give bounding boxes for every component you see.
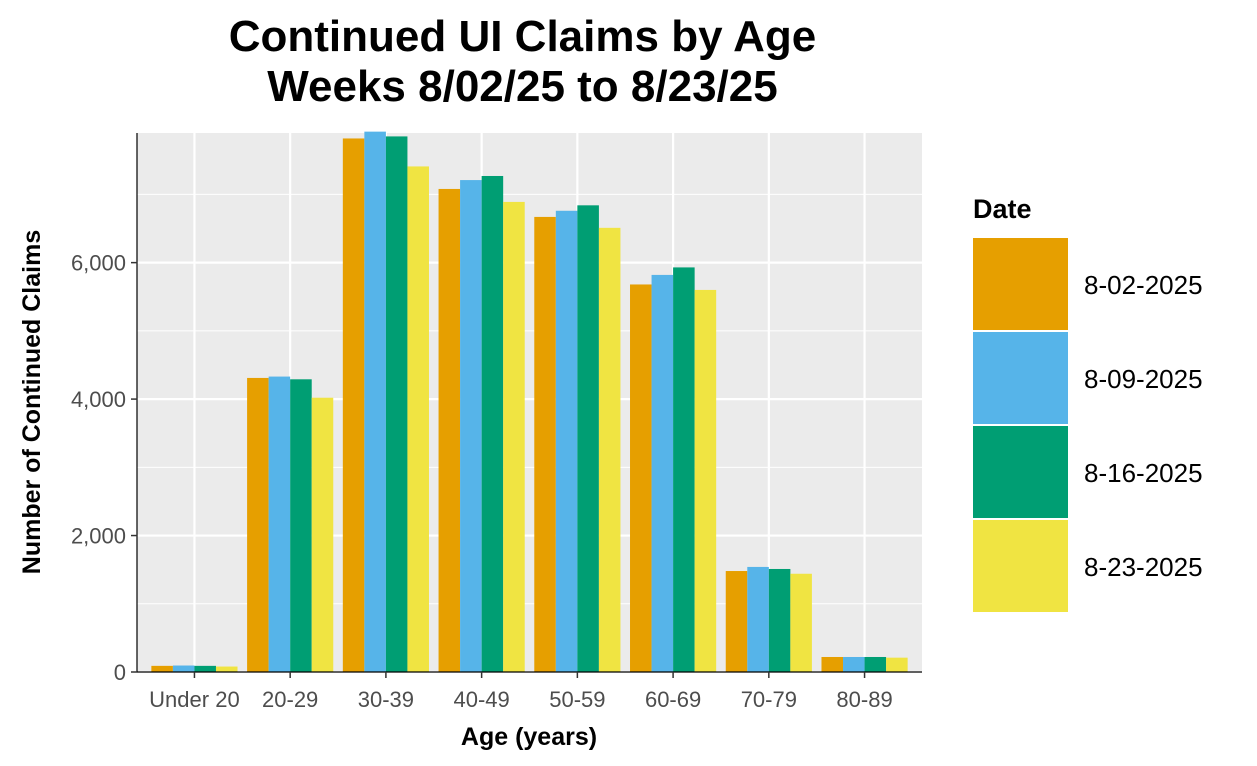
chart-title: Continued UI Claims by Age Weeks 8/02/25…: [0, 12, 1045, 112]
bar-8-02-2025-30-39: [342, 138, 365, 672]
bar-8-23-2025-under-20: [215, 666, 238, 672]
bar-8-02-2025-20-29: [247, 377, 269, 672]
x-tick-label: 40-49: [453, 687, 509, 712]
bar-8-16-2025-70-79: [768, 568, 791, 672]
legend-label-8-02-2025: 8-02-2025: [1084, 270, 1203, 300]
bar-8-09-2025-70-79: [747, 566, 769, 672]
legend-label-8-16-2025: 8-16-2025: [1084, 458, 1203, 488]
bar-8-02-2025-60-69: [630, 284, 652, 672]
x-tick-label: 30-39: [358, 687, 414, 712]
bar-8-16-2025-60-69: [673, 267, 695, 672]
bar-8-16-2025-under-20: [194, 665, 216, 672]
bar-8-16-2025-50-59: [577, 205, 599, 672]
legend-key-8-02-2025: [973, 238, 1068, 330]
legend-label-8-23-2025: 8-23-2025: [1084, 552, 1203, 582]
chart-title-line-1: Continued UI Claims by Age: [228, 12, 817, 61]
x-tick-label: 50-59: [549, 687, 605, 712]
bar-8-02-2025-50-59: [534, 216, 556, 672]
bar-8-16-2025-30-39: [385, 136, 408, 673]
bar-8-09-2025-60-69: [651, 274, 674, 672]
legend-label-8-09-2025: 8-09-2025: [1084, 364, 1203, 394]
bar-8-23-2025-20-29: [311, 397, 334, 672]
bar-8-09-2025-50-59: [555, 210, 578, 673]
bar-8-02-2025-80-89: [821, 656, 844, 672]
bar-8-23-2025-40-49: [503, 201, 525, 672]
bar-8-09-2025-20-29: [268, 376, 291, 672]
x-tick-label: 80-89: [836, 687, 892, 712]
legend-key-8-23-2025: [973, 520, 1068, 612]
bar-8-09-2025-80-89: [843, 656, 865, 672]
bar-8-02-2025-under-20: [151, 665, 173, 672]
bar-8-02-2025-70-79: [725, 571, 748, 672]
bar-8-02-2025-40-49: [438, 188, 461, 672]
x-tick-label: 70-79: [741, 687, 797, 712]
legend-key-8-16-2025: [973, 426, 1068, 518]
legend: Date 8-02-2025 8-09-2025 8-16-2025 8-23-202…: [973, 194, 1203, 612]
y-tick-label: 2,000: [71, 524, 126, 549]
bar-8-09-2025-40-49: [460, 180, 482, 672]
bar-8-16-2025-20-29: [290, 379, 312, 672]
bar-8-23-2025-60-69: [694, 289, 717, 672]
bar-8-16-2025-40-49: [481, 175, 504, 672]
x-tick-label: 20-29: [262, 687, 318, 712]
bar-8-23-2025-50-59: [598, 227, 621, 672]
x-axis-title: Age (years): [461, 723, 597, 751]
legend-key-8-09-2025: [973, 332, 1068, 424]
bar-8-09-2025-under-20: [172, 665, 195, 672]
bar-8-23-2025-30-39: [407, 166, 429, 672]
x-tick-label: 60-69: [645, 687, 701, 712]
legend-title: Date: [973, 194, 1032, 224]
chart-title-line-2: Weeks 8/02/25 to 8/23/25: [267, 62, 778, 111]
axes: 0 2,000 4,000 6,000 Under 20 20-29 30-39 40-49 5…: [71, 133, 922, 712]
bar-8-16-2025-80-89: [864, 656, 887, 672]
y-axis-title: Number of Continued Claims: [18, 230, 46, 574]
bar-8-09-2025-30-39: [364, 131, 386, 672]
y-tick-label: 4,000: [71, 387, 126, 412]
y-tick-label: 6,000: [71, 251, 126, 276]
bar-8-23-2025-80-89: [886, 657, 908, 672]
bar-8-23-2025-70-79: [790, 573, 812, 672]
y-tick-label: 0: [114, 660, 126, 685]
bars: [151, 131, 908, 673]
x-tick-label: Under 20: [149, 687, 240, 712]
